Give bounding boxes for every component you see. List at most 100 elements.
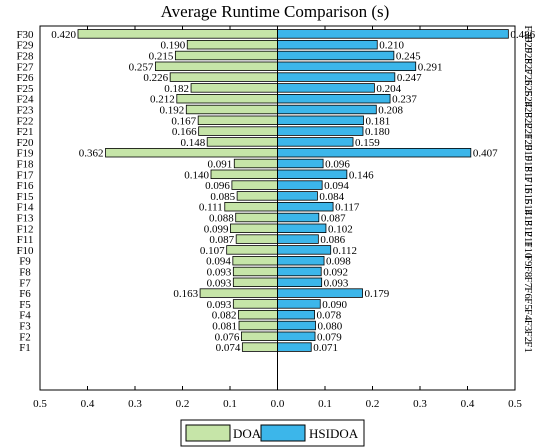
category-label-right-f25: F25 [522,79,534,97]
value-label-hsidoa-f30: 0.486 [510,29,535,41]
bar-hsidoa-f16 [277,180,323,190]
bar-hsidoa-f7 [277,277,323,288]
bar-hsidoa-f29 [277,40,378,50]
value-label-doa-f21: 0.166 [172,126,197,138]
bar-hsidoa-f2 [277,331,316,342]
value-label-hsidoa-f1: 0.071 [313,342,338,354]
value-label-hsidoa-f4: 0.078 [317,310,342,322]
value-label-doa-f4: 0.082 [212,310,237,322]
bar-doa-f18 [233,158,278,169]
bar-doa-f28 [174,50,278,61]
bar-doa-f16 [231,180,278,190]
value-label-doa-f6: 0.163 [173,288,198,300]
category-label-left-f30: F30 [16,29,34,41]
bar-hsidoa-f5 [277,299,321,309]
value-label-doa-f19: 0.362 [79,148,104,160]
value-label-doa-f22: 0.167 [171,115,196,127]
value-label-doa-f12: 0.099 [204,223,229,235]
bar-doa-f11 [235,234,278,244]
category-label-right-f17: F17 [522,166,534,184]
bar-hsidoa-f1 [277,342,312,352]
value-label-doa-f20: 0.148 [180,137,205,149]
bar-hsidoa-f25 [277,83,375,93]
legend-label-doa: DOA [233,426,262,441]
value-label-hsidoa-f6: 0.179 [365,288,390,300]
bar-doa-f22 [197,115,278,126]
category-label-right-f12: F12 [522,220,534,237]
value-label-doa-f10: 0.107 [200,245,225,257]
value-label-hsidoa-f17: 0.146 [349,169,374,181]
bar-doa-f3 [238,320,278,331]
value-label-hsidoa-f27: 0.291 [418,61,443,73]
category-label-right-f15: F15 [522,187,534,205]
bar-doa-f29 [186,40,278,50]
category-label-right-f8: F8 [522,266,534,278]
category-label-left-f5: F5 [19,299,31,311]
bar-hsidoa-f28 [277,50,395,61]
category-label-right-f21: F21 [522,123,534,140]
value-label-doa-f14: 0.111 [199,202,223,214]
category-label-right-f18: F18 [522,155,534,173]
bar-doa-f8 [232,266,278,277]
bar-doa-f17 [210,169,278,180]
category-label-left-f16: F16 [16,180,34,192]
category-label-left-f13: F13 [16,213,34,225]
bar-hsidoa-f11 [277,234,319,244]
value-label-doa-f28: 0.215 [149,51,174,63]
category-label-left-f27: F27 [16,61,34,73]
value-label-hsidoa-f5: 0.090 [322,299,347,311]
value-label-doa-f5: 0.093 [207,299,232,311]
bar-doa-f20 [206,137,278,147]
category-label-right-f28: F28 [522,47,534,65]
category-label-left-f11: F11 [17,234,34,246]
x-tick-label: 0.2 [366,398,380,410]
category-label-right-f14: F14 [522,198,534,216]
bar-doa-f1 [241,342,278,352]
value-labels-layer: 0.420 0.486 0.190 0.210 0.215 0.245 0.257 0.291… [51,29,535,354]
bar-hsidoa-f10 [277,245,332,255]
value-label-hsidoa-f29: 0.210 [379,40,404,52]
bar-doa-f21 [198,126,278,136]
chart-title: Average Runtime Comparison (s) [161,2,390,21]
value-label-doa-f2: 0.076 [215,331,240,343]
value-label-doa-f23: 0.192 [160,105,185,117]
value-label-hsidoa-f12: 0.102 [328,223,353,235]
legend-swatch-doa [185,424,231,442]
category-label-left-f3: F3 [19,321,31,333]
x-tick-label: 0.1 [318,398,332,410]
x-tick-label: 0.5 [33,398,47,410]
value-label-doa-f26: 0.226 [143,72,168,84]
category-label-right-f26: F26 [522,69,534,87]
category-label-right-f20: F20 [522,133,534,151]
legend-swatch-hsidoa [260,424,306,442]
bar-doa-f13 [235,212,278,223]
bar-doa-f26 [169,72,278,82]
category-label-left-f8: F8 [19,267,31,279]
value-label-hsidoa-f13: 0.087 [321,213,346,225]
value-label-hsidoa-f20: 0.159 [355,137,380,149]
bar-hsidoa-f18 [277,158,324,169]
bar-doa-f24 [176,94,278,104]
value-label-doa-f1: 0.074 [216,342,241,354]
category-label-right-f7: F7 [522,276,534,288]
value-label-hsidoa-f15: 0.084 [319,191,344,203]
bar-hsidoa-f26 [277,72,396,82]
value-label-hsidoa-f18: 0.096 [325,159,350,171]
value-label-hsidoa-f16: 0.094 [324,180,349,192]
category-label-right-f23: F23 [522,101,534,119]
bar-hsidoa-f19 [277,147,472,158]
value-label-doa-f13: 0.088 [209,213,234,225]
bar-hsidoa-f23 [277,104,377,115]
x-tick-label: 0.1 [223,398,237,410]
value-label-doa-f17: 0.140 [184,169,209,181]
bar-doa-f12 [230,223,278,234]
bar-hsidoa-f8 [277,266,322,277]
x-tick-label: 0.2 [176,398,190,410]
category-label-right-f1: F1 [522,341,534,353]
bar-hsidoa-f20 [277,137,354,147]
x-tick-label: 0.5 [508,398,522,410]
bar-doa-f23 [185,104,278,115]
value-label-hsidoa-f22: 0.181 [365,115,390,127]
bar-hsidoa-f17 [277,169,348,180]
bar-doa-f6 [199,288,278,298]
